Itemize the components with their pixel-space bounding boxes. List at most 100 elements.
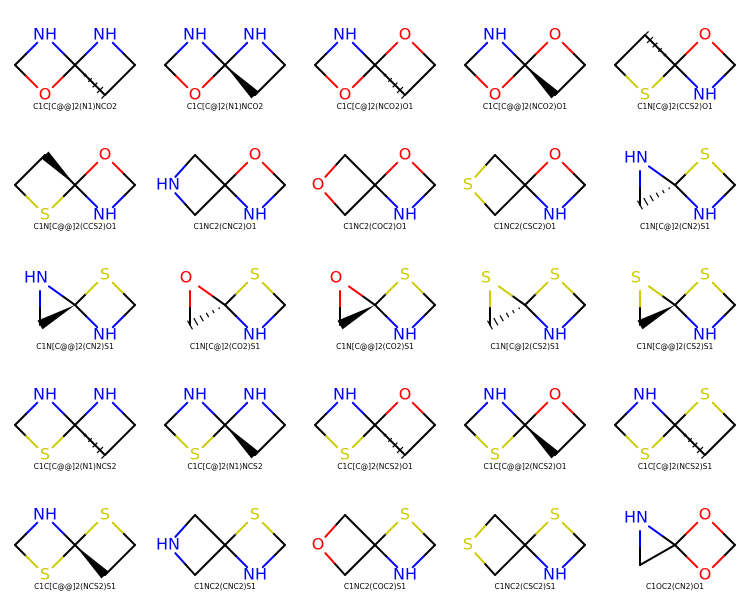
bond <box>422 292 436 306</box>
smiles-caption: C1N[C@]2(CO2)S1 <box>189 342 261 351</box>
molecule-cell: S NH O C1N[C@@]2(CO2)S1 <box>300 240 450 360</box>
bond <box>385 315 399 329</box>
bond <box>235 281 249 295</box>
bond <box>484 203 496 216</box>
bond <box>722 172 736 186</box>
atom-label: S <box>340 445 350 464</box>
bond <box>261 315 275 329</box>
bond <box>235 41 249 55</box>
bond <box>14 412 28 426</box>
bond <box>647 165 663 177</box>
atom-label: S <box>40 205 50 224</box>
atom-label: S <box>250 265 260 284</box>
bond <box>261 555 275 569</box>
bond <box>411 161 425 175</box>
atom-label: O <box>180 268 193 287</box>
molecule-structure: S NH S <box>14 505 136 584</box>
smiles-caption: C1C[C@]2(N1)NCO2 <box>186 102 264 111</box>
bond <box>362 64 376 78</box>
bond <box>174 524 187 538</box>
bond <box>74 52 88 66</box>
bond <box>194 184 226 216</box>
bond <box>224 172 238 186</box>
atom-label: O <box>399 385 412 404</box>
bond <box>561 281 575 295</box>
bond <box>111 401 125 415</box>
molecule-structure: S O NH <box>614 25 736 104</box>
atom-label: S <box>190 445 200 464</box>
atom-label: O <box>699 505 712 524</box>
bond <box>85 161 99 175</box>
bond <box>334 563 346 576</box>
smiles-caption: C1C[C@@]2(NCS2)O1 <box>483 462 567 471</box>
bond <box>572 172 586 186</box>
bond <box>51 195 65 209</box>
bond <box>14 184 28 198</box>
atom-label: S <box>700 265 710 284</box>
bond <box>74 412 88 426</box>
molecule-cell: O NH S C1NC2(CSC2)O1 <box>450 120 600 240</box>
atom-label: S <box>100 265 110 284</box>
atom-label: NH <box>543 205 567 224</box>
bond <box>194 544 226 576</box>
atom-label: NH <box>243 25 267 44</box>
bond <box>62 184 76 198</box>
wedge-bond <box>41 151 75 185</box>
molecule-structure: O NH O <box>464 25 586 104</box>
bond <box>685 521 699 535</box>
bond <box>224 412 238 426</box>
bond <box>484 154 496 167</box>
smiles-caption: C1C[C@@]2(N1)NCS2 <box>33 462 117 471</box>
bond <box>475 435 489 449</box>
bond <box>535 41 549 55</box>
bond <box>464 424 478 438</box>
bond <box>722 184 736 198</box>
bond <box>351 41 365 55</box>
bond <box>62 52 76 66</box>
bond <box>535 315 549 329</box>
bond <box>494 544 526 576</box>
atom-label: O <box>189 85 202 104</box>
bond <box>554 424 586 456</box>
bond <box>374 412 388 426</box>
atom-label: NH <box>333 385 357 404</box>
bond <box>625 401 639 415</box>
atom-label: NH <box>693 85 717 104</box>
molecule-structure: NH NH O <box>14 25 136 104</box>
atom-label: O <box>249 145 262 164</box>
bond <box>385 521 399 535</box>
wedge-bond <box>525 65 559 99</box>
molecule-cell: S NH O C1NC2(COC2)S1 <box>300 480 450 600</box>
bond <box>74 172 88 186</box>
bond <box>374 304 388 318</box>
bond <box>711 161 725 175</box>
bond <box>711 315 725 329</box>
bond <box>314 412 328 426</box>
atom-label: S <box>400 265 410 284</box>
bond <box>261 195 275 209</box>
bond <box>535 555 549 569</box>
atom-label: NH <box>693 205 717 224</box>
molecule-cell: S NH O C1N[C@]2(CO2)S1 <box>150 240 300 360</box>
atom-label: HN <box>156 535 180 554</box>
bond <box>314 424 328 438</box>
bond <box>212 64 226 78</box>
atom-label: NH <box>93 325 117 344</box>
bond <box>201 435 215 449</box>
bond <box>411 401 425 415</box>
bond <box>512 412 526 426</box>
bond <box>711 401 725 415</box>
bond <box>224 544 238 558</box>
bond <box>422 544 436 558</box>
atom-label: S <box>700 385 710 404</box>
bond <box>561 521 575 535</box>
bond <box>164 412 178 426</box>
smiles-caption: C1NC2(CNC2)O1 <box>193 222 257 231</box>
smiles-caption: C1C[C@]2(NCO2)O1 <box>336 102 414 111</box>
bond <box>674 64 688 78</box>
bond <box>194 514 226 546</box>
atom-label: HN <box>24 268 48 287</box>
bond <box>175 41 189 55</box>
atom-label: O <box>399 145 412 164</box>
bond <box>51 401 65 415</box>
